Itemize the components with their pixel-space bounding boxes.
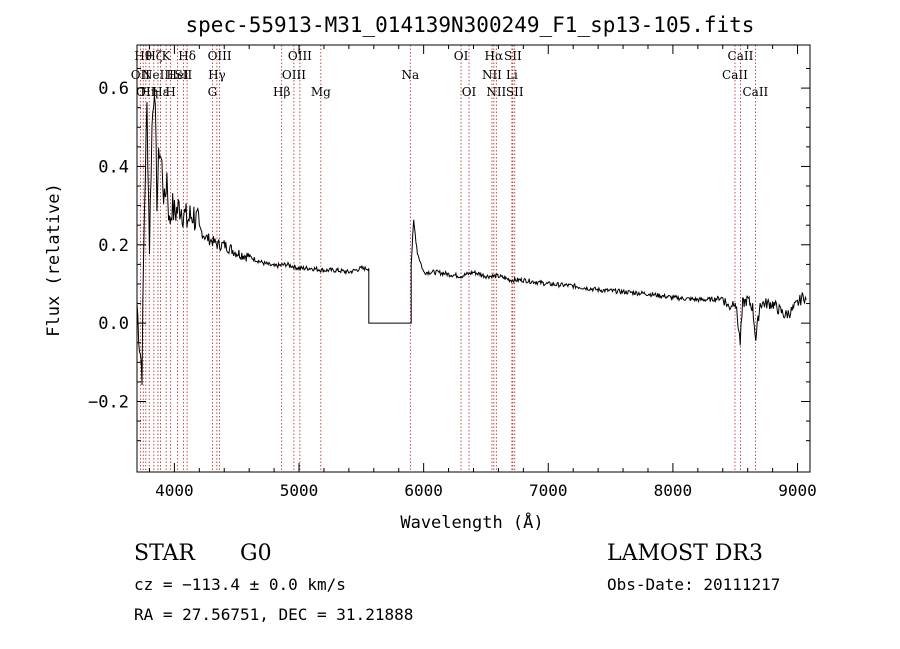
marker-label: CaII (722, 68, 748, 82)
marker-label: NeIII (142, 68, 174, 82)
marker-label: OII (131, 68, 151, 82)
line-markers: OIIHθOIIHηHζNeIIIHεKHHeISIIHδGHγOIIIHβOI… (131, 45, 769, 472)
marker-label: OIII (282, 68, 306, 82)
x-axis-label: Wavelength (Å) (400, 511, 543, 533)
x-axis: 4000 5000 6000 7000 8000 9000 (148, 45, 817, 500)
x-tick-label: 4000 (155, 481, 194, 500)
y-axis: −0.2 0.0 0.2 0.4 0.6 (88, 68, 810, 442)
marker-label: NII (486, 85, 506, 99)
survey-name: LAMOST DR3 (607, 541, 763, 566)
marker-label: SII (504, 49, 522, 63)
marker-label: Na (401, 68, 419, 82)
marker-label: CaII (742, 85, 768, 99)
x-tick-label: 5000 (280, 481, 319, 500)
x-tick-label: 9000 (778, 481, 817, 500)
y-tick-label: −0.2 (88, 392, 129, 412)
marker-label: Hα (485, 49, 504, 63)
marker-label: Hβ (273, 85, 290, 99)
marker-label: Hθ (134, 49, 152, 63)
marker-label: Hζ (145, 49, 162, 63)
y-tick-label: 0.4 (98, 157, 129, 177)
x-tick-label: 6000 (404, 481, 443, 500)
marker-label: CaII (728, 49, 754, 63)
series-layer (136, 96, 807, 386)
redshift-cz: cz = −113.4 ± 0.0 km/s (134, 575, 346, 594)
y-tick-label: 0.2 (98, 236, 129, 256)
marker-label: SII (506, 85, 524, 99)
obs-date: Obs-Date: 20111217 (607, 575, 780, 594)
y-tick-label: 0.0 (98, 314, 129, 334)
spectrum-line (136, 96, 807, 386)
object-type: STAR (134, 541, 196, 566)
marker-label: SII (175, 68, 193, 82)
marker-label: Hδ (178, 49, 196, 63)
x-tick-label: 7000 (529, 481, 568, 500)
marker-label: NII (482, 68, 502, 82)
marker-label: K (162, 49, 172, 63)
marker-label: HeI (166, 68, 189, 82)
y-tick-label: 0.6 (98, 79, 129, 99)
coordinates: RA = 27.56751, DEC = 31.21888 (134, 605, 413, 624)
x-tick-label: 8000 (654, 481, 693, 500)
chart-title: spec-55913-M31_014139N300249_F1_sp13-105… (186, 13, 755, 37)
marker-label: OIII (288, 49, 312, 63)
marker-label: Mg (311, 85, 331, 99)
subclass: G0 (240, 541, 272, 566)
marker-label: H (165, 85, 175, 99)
marker-label: OI (462, 85, 477, 99)
y-axis-label: Flux (relative) (44, 183, 64, 337)
marker-label: Hγ (208, 68, 226, 82)
marker-label: OI (454, 49, 469, 63)
marker-label: G (208, 85, 218, 99)
marker-label: OIII (208, 49, 232, 63)
plot-frame (136, 44, 811, 473)
marker-label: Hε (152, 85, 169, 99)
marker-label: Li (506, 68, 518, 82)
